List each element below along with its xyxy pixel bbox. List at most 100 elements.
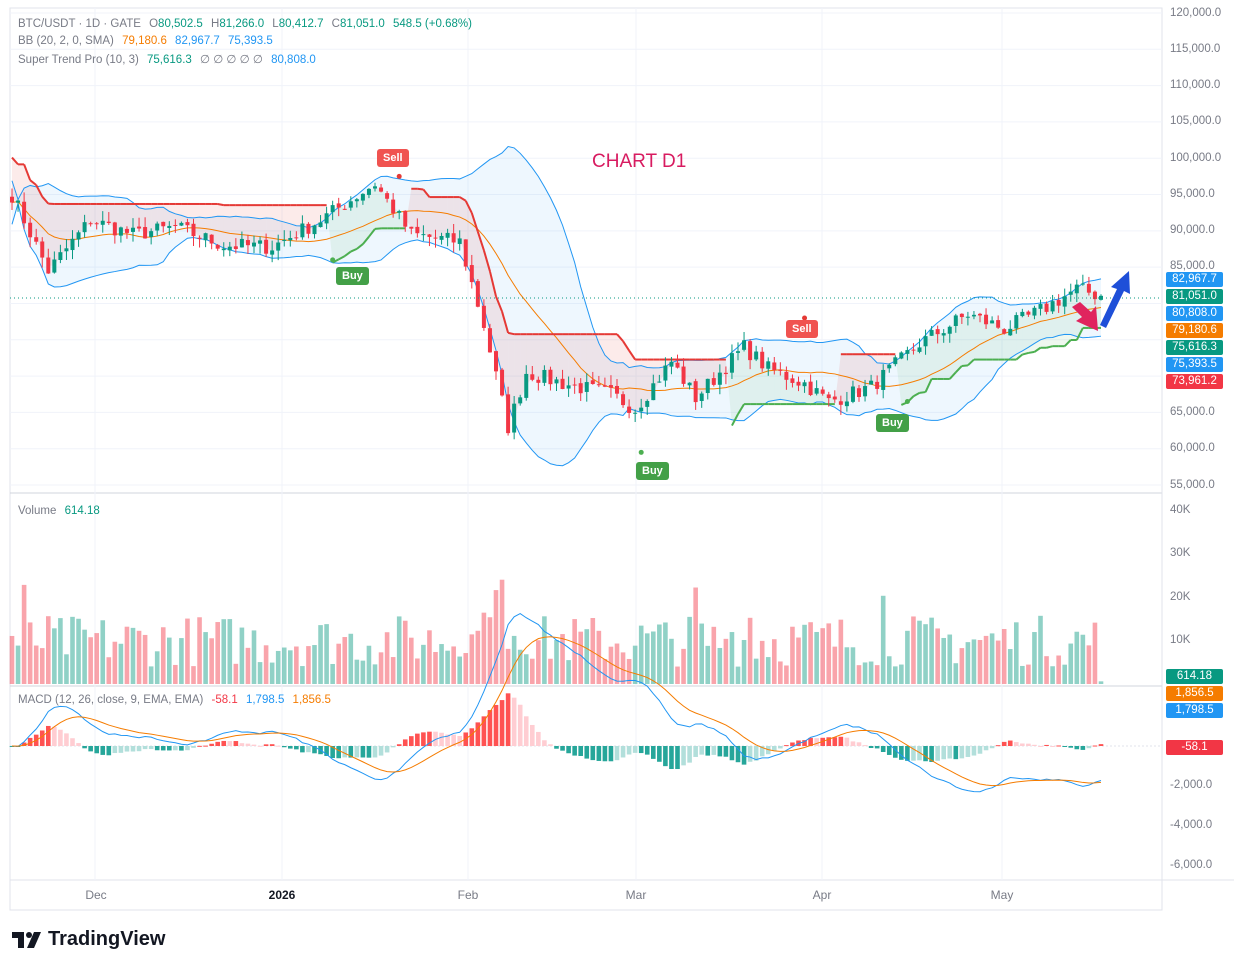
change-value: 548.5 (+0.68%) — [392, 18, 472, 30]
candle-body — [905, 350, 910, 354]
low-value: 80,412.7 — [278, 18, 324, 30]
legend-volume[interactable]: Volume 614.18 — [18, 505, 105, 517]
candle-body — [1062, 296, 1067, 307]
legend-bb[interactable]: BB (20, 2, 0, SMA) 79,180.6 82,967.7 75,… — [18, 35, 278, 47]
supertrend-segment — [1028, 350, 1035, 354]
macd-histogram-bar — [324, 746, 329, 756]
volume-bar — [360, 660, 366, 684]
macd-tick: -6,000.0 — [1170, 859, 1213, 871]
volume-bar — [772, 639, 777, 684]
volume-bar — [796, 637, 801, 684]
candle-body — [578, 383, 583, 394]
candle-body — [373, 186, 377, 189]
candle-body — [663, 365, 668, 381]
supertrend-segment — [507, 331, 515, 336]
macd-histogram-bar — [657, 746, 662, 762]
symbol-label[interactable]: BTC/USDT · 1D · GATE — [18, 18, 141, 30]
candle-body — [10, 196, 14, 203]
macd-histogram-bar — [935, 746, 940, 761]
legend-supertrend[interactable]: Super Trend Pro (10, 3) 75,616.3 ∅ ∅ ∅ ∅… — [18, 52, 321, 66]
bb-lower-value: 75,393.5 — [228, 35, 273, 47]
macd-histogram-bar — [590, 746, 596, 761]
macd-histogram-bar — [566, 746, 571, 754]
candle-body — [917, 347, 922, 352]
volume-bar — [608, 646, 614, 684]
candle-body — [596, 384, 601, 386]
candle-body — [58, 252, 63, 260]
macd-histogram-bar — [154, 746, 160, 751]
tradingview-logo[interactable]: TradingView — [12, 928, 165, 951]
volume-bar — [209, 638, 214, 684]
macd-histogram-bar — [421, 732, 426, 746]
volume-bar — [747, 617, 753, 684]
volume-bar — [263, 645, 269, 684]
supertrend-fill — [12, 157, 19, 202]
candle-body — [324, 213, 329, 224]
macd-histogram-bar — [481, 716, 487, 746]
supertrend-fill — [441, 197, 448, 238]
candle-body — [124, 228, 129, 233]
volume-bar — [505, 648, 511, 684]
candle-body — [639, 407, 644, 412]
supertrend-fill — [895, 354, 902, 405]
legend-macd[interactable]: MACD (12, 26, close, 9, EMA, EMA) -58.1 … — [18, 694, 336, 706]
supertrend-fill — [90, 203, 97, 224]
supertrend-fill — [919, 341, 926, 393]
supertrend-segment — [470, 212, 479, 233]
macd-histogram-bar — [106, 746, 112, 756]
low-label: L — [272, 18, 279, 30]
macd-histogram-bar — [765, 746, 771, 755]
supertrend-fill — [169, 203, 176, 227]
candle-body — [433, 237, 438, 239]
volume-bar — [142, 634, 148, 684]
volume-bar — [874, 665, 880, 684]
supertrend-fill — [120, 203, 127, 232]
volume-bar — [790, 626, 795, 684]
macd-histogram-bar — [971, 746, 977, 756]
macd-histogram-bar — [1062, 746, 1067, 747]
supertrend-fill — [411, 188, 418, 231]
macd-histogram-bar — [251, 744, 257, 746]
candle-body — [1056, 300, 1061, 306]
supertrend-fill — [992, 321, 999, 360]
candle-body — [481, 305, 486, 328]
macd-histogram-bar — [433, 731, 438, 746]
candle-body — [28, 222, 33, 238]
supertrend-fill — [145, 203, 152, 235]
supertrend-fill — [514, 334, 521, 419]
candle-body — [1038, 304, 1043, 309]
volume-bar — [614, 643, 620, 684]
signal-marker — [638, 449, 644, 455]
macd-histogram-bar — [493, 704, 499, 746]
macd-histogram-bar — [390, 746, 396, 748]
supertrend-fill — [532, 334, 539, 382]
macd-histogram-bar — [505, 693, 511, 746]
volume-bar — [366, 645, 372, 684]
supertrend-segment — [356, 243, 364, 250]
supertrend-fill — [60, 203, 67, 257]
price-tick: 65,000.0 — [1170, 406, 1215, 418]
supertrend-segment — [344, 250, 352, 257]
candle-body — [173, 225, 178, 227]
candle-body — [615, 385, 619, 394]
macd-histogram-bar — [596, 746, 602, 761]
volume-bar — [475, 630, 481, 684]
macd-histogram-bar — [167, 746, 172, 751]
volume-bar — [457, 656, 462, 684]
macd-histogram-bar — [1086, 746, 1092, 749]
candle-body — [681, 366, 686, 384]
volume-bar — [1092, 622, 1098, 684]
volume-value: 614.18 — [64, 505, 100, 517]
volume-bar — [384, 632, 390, 684]
price-tick: 60,000.0 — [1170, 442, 1215, 454]
volume-bar — [100, 620, 106, 684]
candle-body — [288, 238, 293, 241]
volume-bar — [971, 639, 977, 684]
bb-label: BB (20, 2, 0, SMA) — [18, 35, 114, 47]
supertrend-fill — [937, 331, 944, 379]
candle-body — [82, 222, 87, 233]
supertrend-fill — [623, 341, 630, 410]
supertrend-fill — [604, 334, 611, 387]
macd-histogram-bar — [626, 746, 632, 755]
